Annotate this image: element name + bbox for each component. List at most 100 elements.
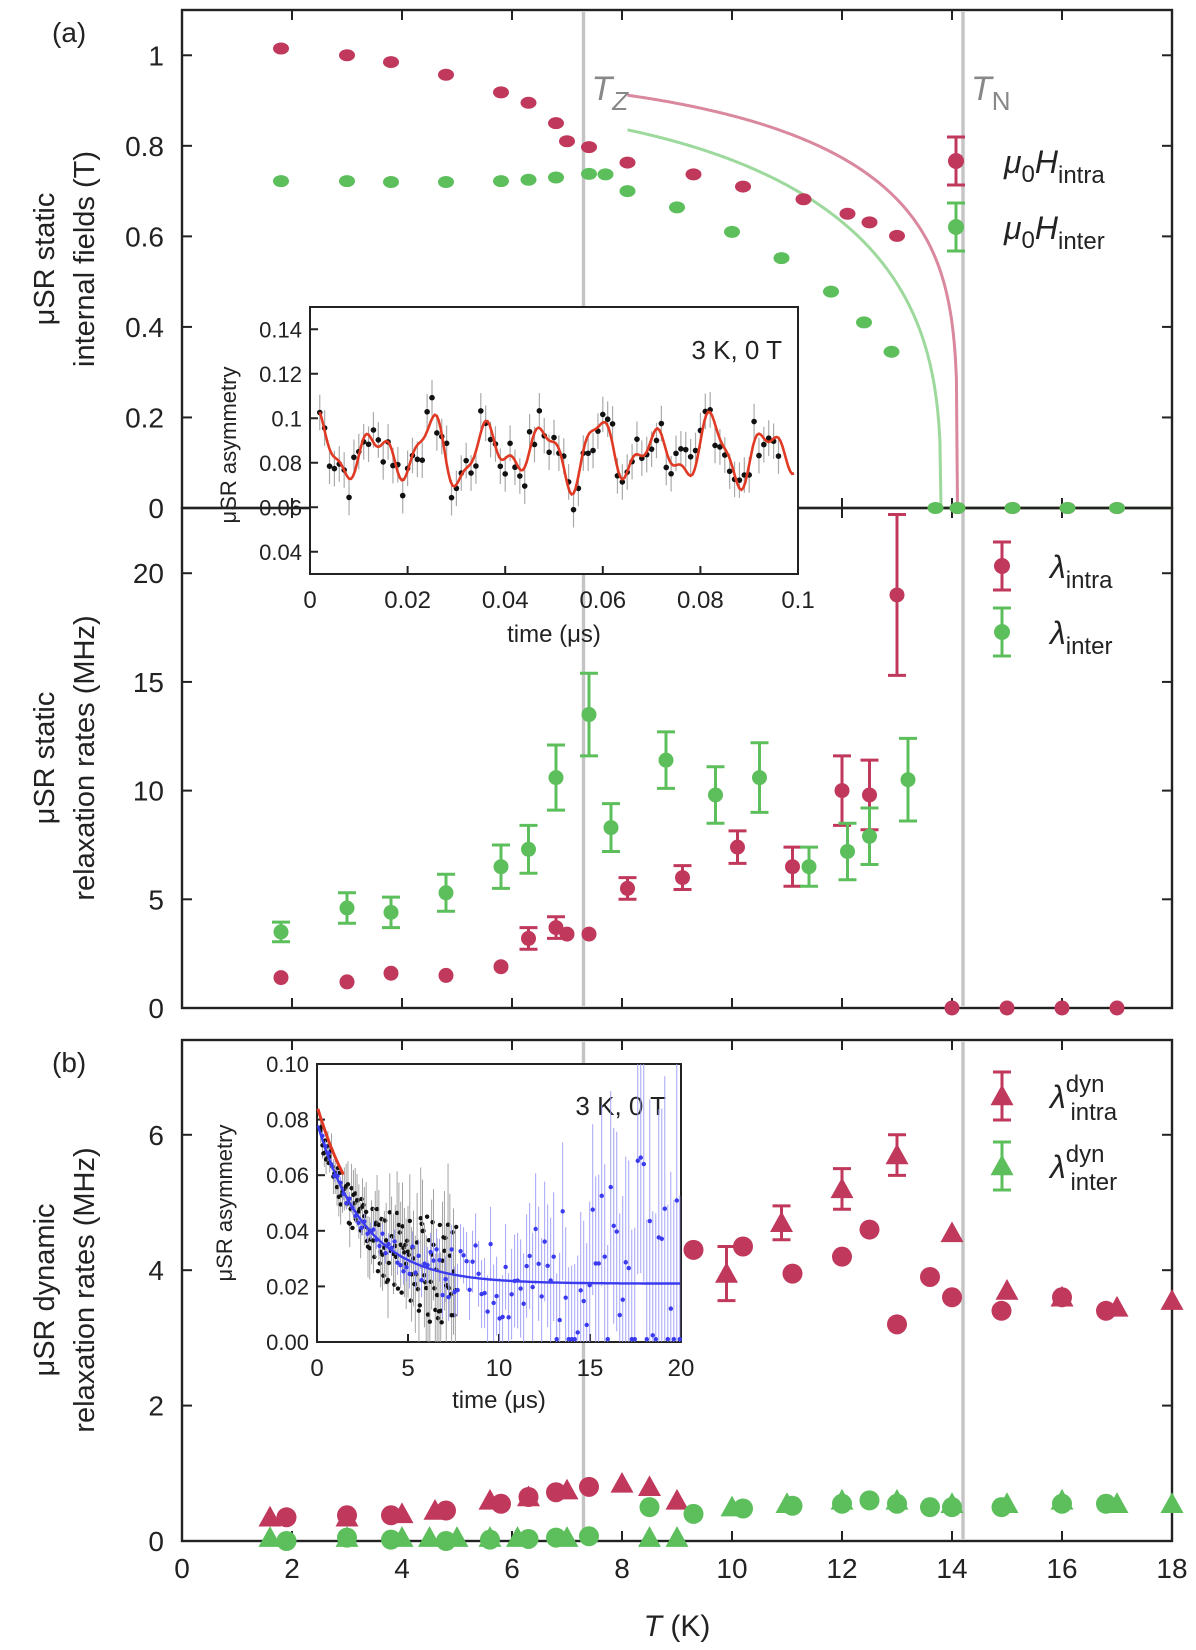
inset-a-point-6: [346, 494, 352, 501]
inset-b-xtick-label-0: 0: [310, 1355, 323, 1382]
inset-b-point-black-35: [350, 1225, 355, 1231]
panel-b-ylabel-line1: μSR dynamic: [29, 1203, 61, 1376]
inset-a-point-41: [517, 473, 523, 479]
inset-b-point-blue-47: [461, 1253, 466, 1258]
legend-sub0: 0: [1022, 227, 1035, 254]
inset-b-point-black-132: [438, 1308, 443, 1314]
point-b-s0-15: [942, 1287, 962, 1308]
inset-b-point-blue-99: [617, 1312, 622, 1318]
inset-a: 3 K, 0 T time (μs) μSR asymmetry 0 0.02 0.…: [216, 306, 815, 648]
inset-b-point-blue-48: [464, 1259, 469, 1264]
point-a-bottom-s1-5: [521, 841, 536, 857]
legend-text-p2-1: λdyn inter: [1048, 1141, 1117, 1196]
inset-b-point-black-117: [424, 1214, 430, 1219]
inset-b-point-black-69: [381, 1273, 386, 1278]
point-a-bottom-s0-6: [548, 920, 564, 936]
point-b-s3-7: [555, 1526, 579, 1547]
ytick-label-p1-3: 15: [133, 667, 164, 698]
inset-a-point-27: [448, 494, 455, 501]
legend-sub0: 0: [1022, 161, 1035, 188]
inset-b-point-black-22: [338, 1202, 343, 1207]
inset-b-point-blue-58: [494, 1293, 499, 1299]
point-a-bottom-s1-15: [900, 772, 916, 788]
ytick-label-p0-1: 0.2: [125, 402, 164, 433]
point-a-bottom-s0-2: [383, 965, 399, 981]
inset-a-point-60: [609, 421, 616, 427]
inset-a-point-74: [678, 446, 684, 452]
panel-a-top-ylabel-line2: internal fields (T): [69, 151, 101, 367]
inset-a-point-73: [673, 450, 679, 457]
inset-a-point-13: [380, 459, 387, 465]
point-a-top-s0-7: [559, 135, 575, 148]
inset-b-point-black-92: [402, 1250, 407, 1255]
inset-a-point-11: [370, 427, 377, 433]
inset-a-ytick-label-3: 0.1: [271, 406, 302, 431]
legend-main: H: [1035, 210, 1059, 246]
inset-a-point-84: [726, 468, 733, 475]
inset-b-point-black-118: [425, 1312, 431, 1317]
inset-a-xtick-label-0: 0: [303, 587, 316, 614]
inset-a-point-81: [712, 442, 718, 449]
inset-b-point-blue-100: [620, 1297, 625, 1302]
ytick-label-p2-2: 4: [148, 1255, 164, 1286]
inset-b-point-blue-36: [428, 1249, 433, 1255]
inset-a-point-86: [736, 477, 743, 483]
inset-b-point-black-74: [385, 1277, 391, 1283]
inset-a-point-10: [365, 441, 372, 448]
inset-b-point-blue-84: [572, 1337, 577, 1342]
inset-b-point-blue-22: [386, 1241, 391, 1247]
inset-b-point-black-133: [439, 1320, 444, 1325]
point-b-s3-3: [418, 1526, 441, 1547]
point-b-s0-0: [276, 1507, 297, 1528]
inset-a-point-94: [775, 453, 782, 459]
legend-marker-p0-0: [948, 153, 964, 169]
legend-symbol: λ: [1048, 1079, 1066, 1115]
legend-symbol: λ: [1048, 615, 1066, 651]
inset-b-point-black-142: [447, 1253, 453, 1258]
inset-b-point-blue-68: [524, 1263, 529, 1269]
point-a-top-s0-11: [735, 180, 751, 193]
inset-b-point-black-50: [363, 1209, 369, 1215]
inset-b-point-blue-92: [596, 1261, 601, 1266]
inset-b-point-blue-24: [392, 1239, 397, 1244]
x-axis-label-rest: (K): [662, 1610, 710, 1643]
inset-b-ytick-label-4: 0.08: [266, 1108, 309, 1133]
inset-b-point-blue-97: [611, 1223, 616, 1229]
ytick-label-p0-5: 1: [148, 40, 164, 71]
inset-a-point-70: [658, 420, 665, 427]
point-a-bottom-s1-12: [801, 859, 817, 875]
ytick-label-p1-4: 20: [133, 558, 164, 589]
inset-a-point-52: [570, 506, 577, 513]
inset-b-ytick-label-5: 0.10: [266, 1052, 309, 1077]
inset-a-ytick-label-4: 0.12: [259, 362, 302, 387]
inset-a-point-38: [502, 471, 509, 477]
point-b-s3-9: [665, 1526, 689, 1547]
inset-b-point-black-76: [387, 1210, 392, 1215]
inset-a-point-12: [375, 437, 382, 443]
point-a-bottom-s1-9: [658, 752, 674, 768]
inset-a-point-89: [751, 418, 757, 425]
inset-b-point-blue-54: [482, 1290, 487, 1296]
legend-marker-p1-0: [994, 558, 1010, 574]
inset-b-point-blue-28: [404, 1265, 409, 1270]
legend-marker-p2-0: [990, 1084, 1014, 1106]
inset-b-ytick-label-1: 0.02: [266, 1274, 309, 1299]
point-b-s0-12: [859, 1219, 880, 1240]
inset-a-xtick-label-3: 0.06: [579, 587, 626, 614]
point-a-bottom-s0-17: [999, 1000, 1015, 1016]
point-a-bottom-s0-10: [675, 870, 690, 886]
inset-b-point-blue-13: [359, 1225, 364, 1230]
inset-a-point-56: [590, 447, 596, 454]
inset-a-point-59: [604, 416, 611, 423]
inset-b-background: [316, 1063, 682, 1343]
point-a-top-s1-19: [1059, 502, 1076, 514]
point-a-bottom-s1-14: [862, 828, 877, 844]
legend-sub: intra: [1066, 567, 1113, 594]
inset-b-point-black-131: [437, 1222, 443, 1228]
inset-b-point-blue-111: [653, 1337, 658, 1342]
inset-b-fit-blue: [316, 1125, 681, 1285]
x-axis-label-italic: T: [644, 1610, 665, 1643]
point-b-s3-1: [335, 1526, 359, 1547]
inset-b-point-blue-49: [467, 1287, 472, 1293]
